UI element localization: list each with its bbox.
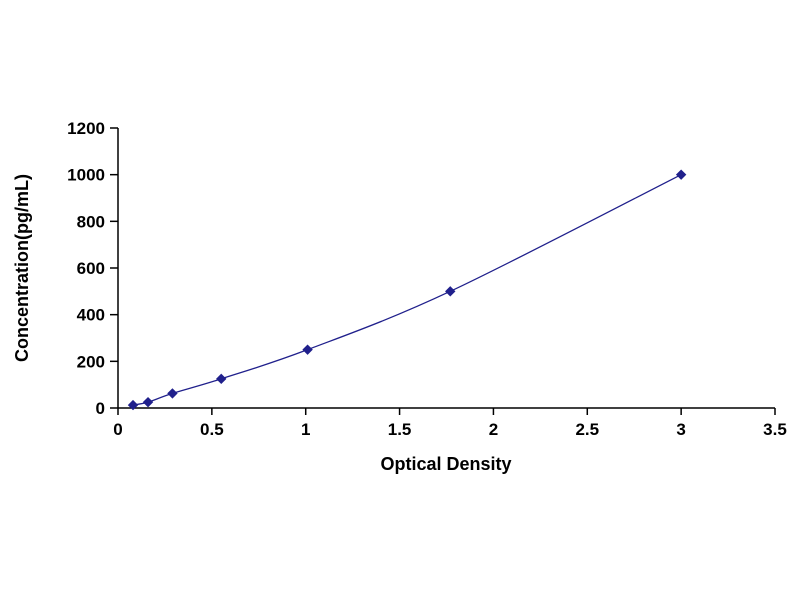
y-axis-title: Concentration(pg/mL) — [12, 174, 32, 362]
x-tick-label: 0.5 — [200, 420, 224, 439]
x-tick-label: 3.5 — [763, 420, 787, 439]
data-point-marker — [127, 399, 139, 411]
x-tick-label: 1 — [301, 420, 310, 439]
y-tick-label: 200 — [77, 352, 105, 371]
data-point-marker — [675, 169, 687, 180]
y-tick-label: 1000 — [67, 166, 105, 185]
y-tick-label: 600 — [77, 259, 105, 278]
series-line — [132, 174, 682, 406]
y-tick-label: 1200 — [67, 119, 105, 138]
x-tick-label: 2.5 — [575, 420, 599, 439]
y-tick-label: 800 — [77, 212, 105, 231]
y-tick-label: 400 — [77, 306, 105, 325]
data-point-marker — [445, 286, 456, 297]
data-point-marker — [302, 344, 313, 355]
x-tick-label: 3 — [676, 420, 685, 439]
x-tick-label: 2 — [489, 420, 498, 439]
data-point-marker — [142, 396, 154, 408]
x-axis-title: Optical Density — [380, 454, 511, 474]
data-point-marker — [216, 373, 227, 385]
chart-generated-layer: 0 0.5 1 1.5 2 2.5 3 3.5 0 200 400 600 800 1000 1200 — [67, 119, 787, 439]
x-tick-label: 0 — [113, 420, 122, 439]
x-tick-label: 1.5 — [388, 420, 412, 439]
y-tick-label: 0 — [96, 399, 105, 418]
data-point-marker — [167, 388, 178, 399]
